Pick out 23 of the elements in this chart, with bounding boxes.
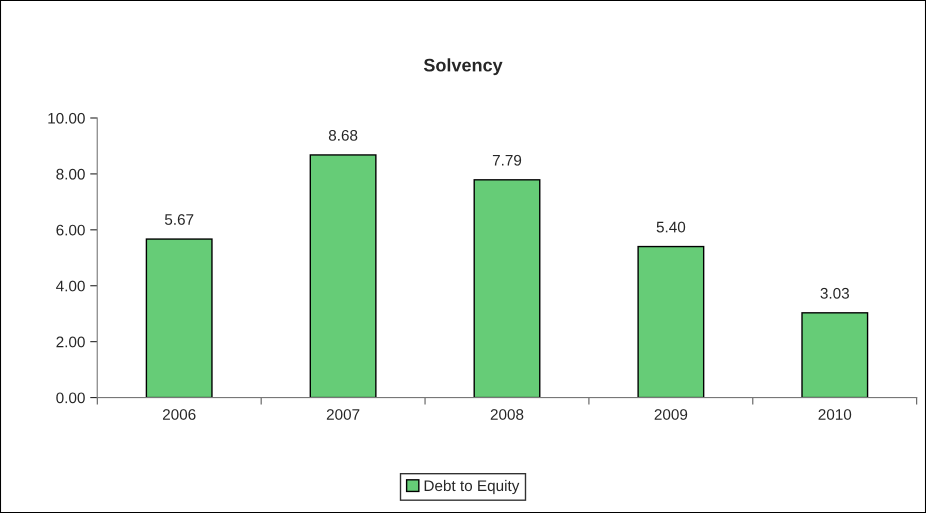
data-label: 7.79 [492,154,522,166]
bar [474,179,540,398]
x-tick-label: 2008 [490,409,524,420]
x-tick-label: 2009 [654,409,688,420]
y-tick-label: 2.00 [56,336,85,348]
x-tick-label: 2006 [162,409,196,420]
y-tick-label: 10.00 [48,112,85,124]
y-tick-label: 4.00 [56,280,85,292]
bar [146,238,213,398]
y-tick-label: 6.00 [56,224,85,236]
x-tick-label: 2010 [818,409,852,420]
bar [801,312,868,398]
data-label: 5.67 [164,214,194,225]
data-label: 8.68 [328,130,358,141]
data-label: 5.40 [656,222,686,232]
chart-title: Solvency [424,58,503,76]
legend-label: Debt to Equity [424,480,520,494]
bar [310,154,377,398]
y-tick-label: 8.00 [56,168,85,180]
x-tick-label: 2007 [326,409,360,420]
y-tick-label: 0.00 [56,392,85,404]
bar [637,246,704,398]
data-label: 3.03 [820,288,849,299]
